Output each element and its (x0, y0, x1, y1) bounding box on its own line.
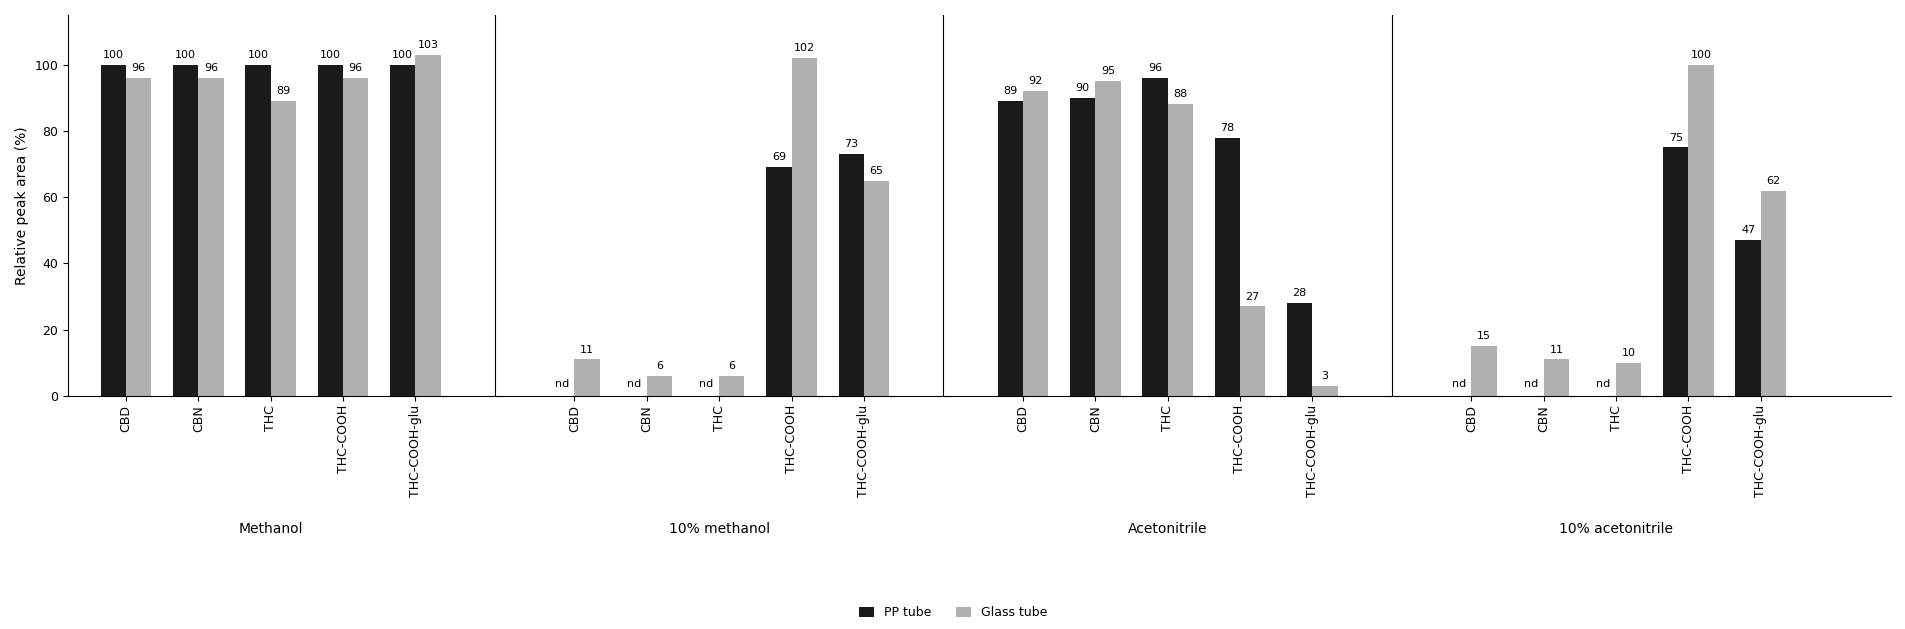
Bar (198, 78, 223, 396)
Bar (791, 58, 817, 396)
Text: 100: 100 (175, 50, 196, 60)
Bar (1760, 191, 1785, 396)
Text: nd: nd (1596, 379, 1610, 389)
Text: 103: 103 (417, 40, 438, 50)
Text: 6: 6 (655, 361, 663, 371)
Bar (996, 101, 1023, 396)
Text: nd: nd (699, 379, 712, 389)
Text: nd: nd (554, 379, 570, 389)
Bar (1286, 303, 1313, 396)
Text: 65: 65 (869, 165, 884, 175)
Text: 90: 90 (1074, 83, 1090, 93)
Text: 102: 102 (792, 43, 813, 53)
Bar (1688, 65, 1713, 396)
Text: Methanol: Methanol (238, 522, 303, 536)
Text: Acetonitrile: Acetonitrile (1128, 522, 1206, 536)
Bar (1213, 138, 1240, 396)
Bar (646, 376, 672, 396)
Text: nd: nd (627, 379, 640, 389)
Text: 15: 15 (1476, 331, 1490, 342)
Bar (1168, 104, 1193, 396)
Bar (415, 55, 440, 396)
Text: 6: 6 (728, 361, 735, 371)
Text: 89: 89 (276, 86, 290, 96)
Text: 96: 96 (204, 63, 217, 73)
Bar (1141, 78, 1168, 396)
Bar (246, 65, 271, 396)
Text: 75: 75 (1669, 133, 1682, 143)
Text: 96: 96 (1147, 63, 1162, 73)
Text: 28: 28 (1292, 288, 1307, 298)
Bar (173, 65, 198, 396)
Bar (766, 167, 791, 396)
Text: 11: 11 (1549, 345, 1562, 355)
Text: 62: 62 (1766, 175, 1779, 186)
Text: 100: 100 (1690, 50, 1711, 60)
Bar (1471, 346, 1495, 396)
Text: 3: 3 (1320, 371, 1328, 381)
Bar (1543, 360, 1568, 396)
Bar (101, 65, 126, 396)
Text: 96: 96 (349, 63, 362, 73)
Bar (838, 154, 863, 396)
Bar (1615, 363, 1640, 396)
Text: 100: 100 (392, 50, 413, 60)
Text: 11: 11 (579, 345, 594, 355)
Y-axis label: Relative peak area (%): Relative peak area (%) (15, 126, 29, 285)
Bar (1069, 98, 1095, 396)
Text: 100: 100 (248, 50, 269, 60)
Text: 73: 73 (844, 139, 857, 149)
Bar (1313, 386, 1337, 396)
Text: 27: 27 (1244, 291, 1259, 301)
Bar (1735, 240, 1760, 396)
Text: 10: 10 (1621, 348, 1634, 358)
Text: 100: 100 (103, 50, 124, 60)
Text: 95: 95 (1101, 66, 1114, 76)
Bar (1240, 306, 1265, 396)
Text: 89: 89 (1002, 86, 1017, 96)
Text: 47: 47 (1739, 225, 1755, 235)
Text: 78: 78 (1219, 123, 1234, 133)
Bar (391, 65, 415, 396)
Text: 69: 69 (772, 152, 785, 162)
Legend: PP tube, Glass tube: PP tube, Glass tube (855, 602, 1050, 623)
Text: 96: 96 (131, 63, 145, 73)
Text: 88: 88 (1173, 89, 1187, 99)
Bar (863, 181, 890, 396)
Bar (1663, 147, 1688, 396)
Bar (1095, 81, 1120, 396)
Text: 100: 100 (320, 50, 341, 60)
Bar (718, 376, 745, 396)
Text: nd: nd (1452, 379, 1465, 389)
Bar (271, 101, 295, 396)
Text: 10% acetonitrile: 10% acetonitrile (1558, 522, 1673, 536)
Text: nd: nd (1524, 379, 1537, 389)
Text: 10% methanol: 10% methanol (669, 522, 770, 536)
Bar (126, 78, 150, 396)
Bar (573, 360, 600, 396)
Bar (1023, 91, 1048, 396)
Bar (318, 65, 343, 396)
Bar (343, 78, 368, 396)
Text: 92: 92 (1029, 76, 1042, 86)
